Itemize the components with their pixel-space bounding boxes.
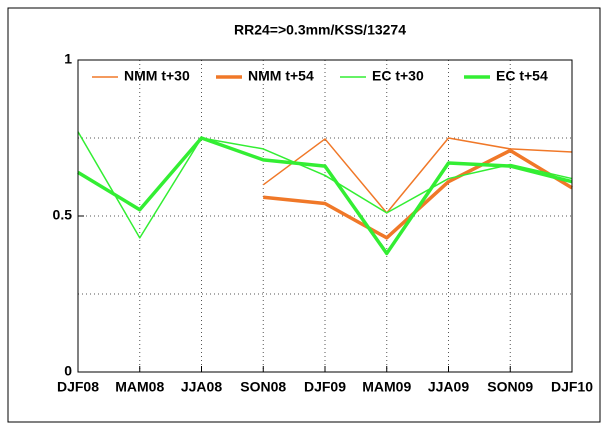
- legend-label: NMM t+54: [248, 68, 314, 84]
- chart-title: RR24=>0.3mm/KSS/13274: [234, 22, 406, 38]
- x-tick-label: DJF10: [551, 379, 593, 395]
- x-tick-label: DJF08: [57, 379, 99, 395]
- series-line: [262, 137, 573, 214]
- x-tick-label: MAM08: [115, 379, 164, 395]
- x-tick-label: SON09: [487, 379, 533, 395]
- y-tick-label: 0: [64, 363, 72, 379]
- legend-label: NMM t+30: [124, 68, 190, 84]
- plot-border: [77, 59, 573, 373]
- x-tick-label: JJA09: [428, 379, 469, 395]
- x-tick-label: DJF09: [304, 379, 346, 395]
- legend-label: EC t+54: [496, 68, 548, 84]
- series-line: [77, 136, 573, 256]
- x-tick-label: JJA08: [181, 379, 222, 395]
- x-tick-label: MAM09: [362, 379, 411, 395]
- y-tick-label: 1: [64, 51, 72, 67]
- x-tick-label: SON08: [240, 379, 286, 395]
- legend-label: EC t+30: [372, 68, 424, 84]
- series-line: [77, 131, 573, 239]
- y-tick-label: 0.5: [53, 207, 73, 223]
